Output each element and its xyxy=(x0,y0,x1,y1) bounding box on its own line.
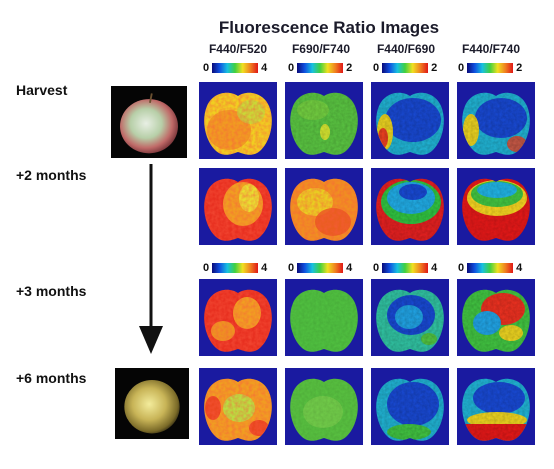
column-header-f440-f520: F440/F520 xyxy=(208,42,268,56)
ratio-image xyxy=(285,279,363,356)
ratio-image xyxy=(199,168,277,245)
ratio-image xyxy=(199,82,277,159)
column-header-f440-f690: F440/F690 xyxy=(376,42,436,56)
ratio-image xyxy=(371,82,449,159)
column-header-f440-f740: F440/F740 xyxy=(461,42,521,56)
time-arrow xyxy=(139,164,163,354)
row-label-2-months: +2 months xyxy=(16,167,87,183)
ratio-image xyxy=(457,168,535,245)
row-label-harvest: Harvest xyxy=(16,82,68,98)
ratio-image xyxy=(285,368,363,445)
ratio-image xyxy=(199,279,277,356)
ratio-image xyxy=(285,168,363,245)
ratio-image xyxy=(285,82,363,159)
column-header-f690-f740: F690/F740 xyxy=(291,42,351,56)
ratio-image xyxy=(457,368,535,445)
ratio-image xyxy=(371,368,449,445)
apple-photo-harvest xyxy=(111,86,187,158)
figure-title: Fluorescence Ratio Images xyxy=(218,18,440,37)
ratio-image xyxy=(457,279,535,356)
ratio-image xyxy=(371,168,449,245)
ratio-image xyxy=(199,368,277,445)
ratio-image xyxy=(371,279,449,356)
row-label-6-months: +6 months xyxy=(16,370,87,386)
ratio-image xyxy=(457,82,535,159)
row-label-3-months: +3 months xyxy=(16,283,87,299)
apple-photo-6-months xyxy=(115,368,189,439)
